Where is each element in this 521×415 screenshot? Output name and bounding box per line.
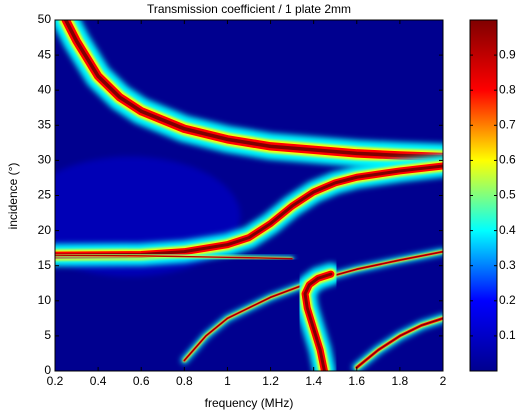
y-tick-label: 10: [38, 293, 52, 307]
ridge-line: [63, 20, 443, 159]
plot-area: [55, 20, 443, 371]
x-tick-label: 1.2: [262, 374, 279, 388]
colorbar-tick-label: 0.9: [499, 47, 516, 61]
y-tick-label: 50: [38, 12, 52, 26]
y-axis-label: incidence (°): [6, 163, 20, 230]
x-tick-label: 1.6: [348, 374, 365, 388]
ridge: [352, 313, 443, 371]
ridge-line: [356, 317, 443, 369]
y-tick-label: 30: [38, 153, 52, 167]
colorbar-tick-label: 0.1: [499, 328, 516, 342]
colorbar: [469, 19, 498, 372]
colorbar-tick-label: 0.5: [499, 188, 516, 202]
ridge-line: [55, 254, 293, 259]
colorbar-tick-label: 0.8: [499, 82, 516, 96]
ridge-line: [183, 251, 443, 361]
x-tick-label: 0.4: [90, 374, 107, 388]
y-tick-label: 0: [44, 363, 51, 377]
y-tick-label: 25: [38, 188, 52, 202]
ridge: [55, 252, 295, 261]
ridge: [55, 155, 443, 267]
colorbar-tick-label: 0.2: [499, 293, 516, 307]
chart-title: Transmission coefficient / 1 plate 2mm: [147, 2, 351, 16]
x-tick-label: 2: [440, 374, 447, 388]
x-tick-label: 1: [224, 374, 231, 388]
colorbar-tick-label: 0.3: [499, 258, 516, 272]
colorbar-tick-label: 0.7: [499, 117, 516, 131]
x-tick-label: 0.8: [176, 374, 193, 388]
y-tick-label: 40: [38, 82, 52, 96]
colorbar-tick-label: 0.4: [499, 223, 516, 237]
ridge-line: [303, 272, 333, 371]
x-tick-label: 1.8: [392, 374, 409, 388]
x-tick-label: 1.4: [305, 374, 322, 388]
y-tick-label: 15: [38, 258, 52, 272]
colorbar-tick-label: 0.6: [499, 153, 516, 167]
y-tick-label: 5: [44, 328, 51, 342]
ridge: [294, 263, 342, 371]
ridge: [55, 20, 443, 171]
x-tick-label: 0.6: [133, 374, 150, 388]
y-tick-label: 35: [38, 117, 52, 131]
y-tick-label: 45: [38, 47, 52, 61]
ridge-line: [55, 164, 443, 257]
y-tick-label: 20: [38, 223, 52, 237]
x-tick-label: 0.2: [47, 374, 64, 388]
x-axis-label: frequency (MHz): [205, 396, 294, 410]
ridge: [181, 248, 443, 364]
